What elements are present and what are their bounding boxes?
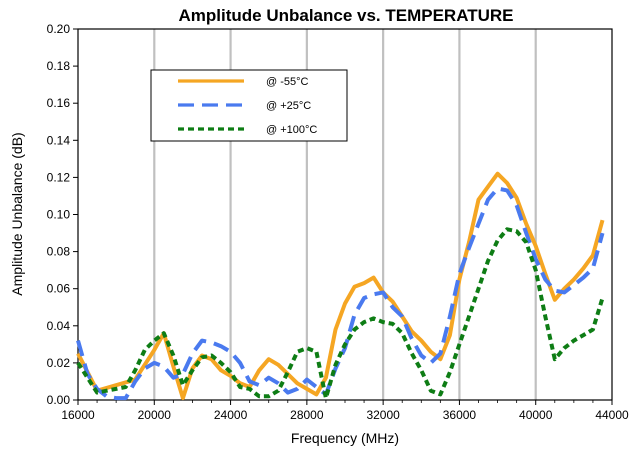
- y-axis-title: Amplitude Unbalance (dB): [9, 132, 25, 295]
- x-tick-label: 36000: [443, 408, 477, 422]
- legend-label-1: @ -55°C: [266, 76, 309, 88]
- series-lines: [76, 171, 605, 401]
- y-tick-label: 0.02: [47, 356, 71, 370]
- y-tick-label: 0.04: [47, 319, 71, 333]
- x-tick-label: 20000: [138, 408, 172, 422]
- x-tick-label: 32000: [366, 408, 400, 422]
- legend-label-3: @ +100°C: [266, 124, 317, 136]
- legend-label-2: @ +25°C: [266, 100, 311, 112]
- x-axis-title: Frequency (MHz): [291, 430, 399, 446]
- y-tick-label: 0.16: [47, 96, 71, 110]
- series-line-3: [76, 227, 605, 401]
- x-tick-label: 44000: [595, 408, 629, 422]
- x-tick-label: 16000: [61, 408, 95, 422]
- x-tick-label: 40000: [519, 408, 553, 422]
- y-tick-label: 0.00: [47, 393, 71, 407]
- y-tick-label: 0.08: [47, 245, 71, 259]
- y-tick-label: 0.10: [47, 208, 71, 222]
- y-tick-label: 0.14: [47, 133, 71, 147]
- y-tick-label: 0.06: [47, 282, 71, 296]
- y-tick-label: 0.20: [47, 22, 71, 36]
- legend: @ -55°C @ +25°C @ +100°C: [150, 69, 348, 142]
- y-tick-label: 0.12: [47, 170, 71, 184]
- axis-ticks: 16000 20000 24000 28000 32000 36000 40000 44000…: [47, 22, 629, 422]
- chart-title: Amplitude Unbalance vs. TEMPERATURE: [178, 6, 513, 25]
- x-tick-label: 24000: [214, 408, 248, 422]
- x-tick-label: 28000: [290, 408, 324, 422]
- y-tick-label: 0.18: [47, 59, 71, 73]
